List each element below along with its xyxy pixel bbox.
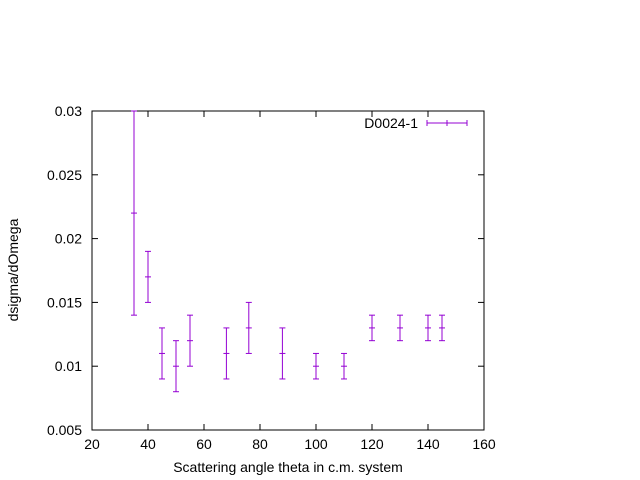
series-errorbars [131, 110, 445, 393]
legend-sample [426, 120, 468, 126]
x-tick-label: 100 [304, 436, 328, 452]
error-bar [145, 250, 151, 303]
x-axis-label: Scattering angle theta in c.m. system [173, 459, 403, 475]
x-tick-label: 120 [360, 436, 384, 452]
legend-label: D0024-1 [364, 115, 418, 131]
x-axis-ticks: 20 40 60 80 100 120 140 160 [84, 111, 496, 452]
x-tick-label: 60 [196, 436, 212, 452]
error-bar [439, 314, 445, 342]
y-tick-label: 0.015 [47, 294, 82, 310]
error-bar [341, 352, 347, 380]
y-axis-label: dsigma/dOmega [5, 218, 21, 321]
x-tick-label: 140 [416, 436, 440, 452]
x-tick-label: 20 [84, 436, 100, 452]
error-bar [245, 301, 252, 354]
x-tick-label: 40 [140, 436, 156, 452]
x-tick-label: 80 [252, 436, 268, 452]
y-tick-label: 0.02 [55, 231, 82, 247]
y-axis-ticks: 0.005 0.01 0.015 0.02 0.025 0.03 [47, 103, 484, 438]
y-tick-label: 0.025 [47, 167, 82, 183]
error-bar [313, 352, 319, 380]
error-bar [173, 340, 179, 393]
error-bar [369, 314, 375, 342]
error-bar [397, 314, 403, 342]
error-bar [131, 110, 137, 316]
y-tick-label: 0.03 [55, 103, 82, 119]
error-bar [159, 327, 165, 380]
error-bar [279, 327, 286, 380]
y-tick-label: 0.01 [55, 358, 82, 374]
plot-frame [91, 110, 485, 431]
x-tick-label: 160 [472, 436, 496, 452]
legend: D0024-1 [364, 115, 468, 131]
y-tick-label: 0.005 [47, 422, 82, 438]
error-bar [223, 327, 230, 380]
error-bar [187, 314, 193, 367]
error-bar [425, 314, 431, 342]
data-series [131, 110, 445, 393]
